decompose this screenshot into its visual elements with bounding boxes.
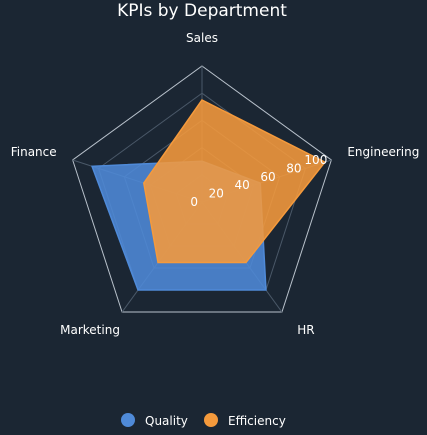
category-label-marketing: Marketing [60,323,120,337]
legend-swatch [121,413,135,427]
radial-tick-label: 0 [190,195,198,209]
category-label-sales: Sales [186,31,218,45]
radial-tick-label: 100 [304,153,327,167]
grid-ring [72,65,332,313]
legend[interactable]: Quality Efficiency [121,413,286,428]
radial-tick-label: 60 [260,170,275,184]
chart-title: KPIs by Department [117,1,287,21]
legend-item-efficiency[interactable]: Efficiency [204,413,286,428]
legend-label: Quality [145,414,188,428]
legend-swatch [204,413,218,427]
category-label-engineering: Engineering [347,145,419,159]
legend-item-quality[interactable]: Quality [121,413,188,428]
radar-series [90,99,327,291]
category-label-hr: HR [297,323,314,337]
category-label-finance: Finance [11,145,57,159]
radial-tick-label: 20 [209,187,224,201]
series-efficiency-area[interactable] [143,99,327,264]
legend-label: Efficiency [228,414,286,428]
radial-tick-label: 80 [286,161,301,175]
category-labels: Sales Engineering HR Marketing Finance [11,31,420,337]
radial-tick-label: 40 [234,178,249,192]
